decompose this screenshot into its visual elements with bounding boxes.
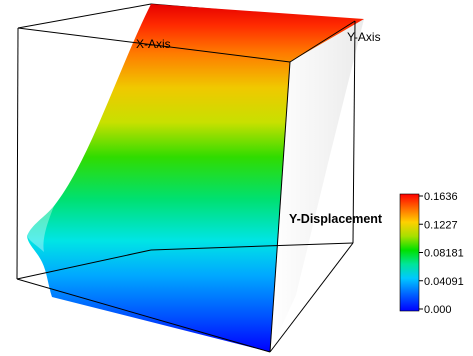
color-legend-tick-label: 0.04091 [424,276,464,288]
color-legend-title: Y-Displacement [289,212,383,226]
color-legend: Y-Displacement 0.1636 0.1227 0.08181 0.0409… [289,191,464,316]
y-axis-label: Y-Axis [347,30,381,44]
bounding-box-front [16,20,356,353]
color-legend-tick-label: 0.08181 [424,248,464,260]
color-legend-tick-label: 0.000 [424,304,452,316]
color-legend-tick-label: 0.1636 [424,191,458,203]
x-axis-label: X-Axis [136,37,171,51]
color-legend-tick-label: 0.1227 [424,219,458,231]
displacement-surface [27,4,364,352]
color-legend-bar [399,193,420,312]
